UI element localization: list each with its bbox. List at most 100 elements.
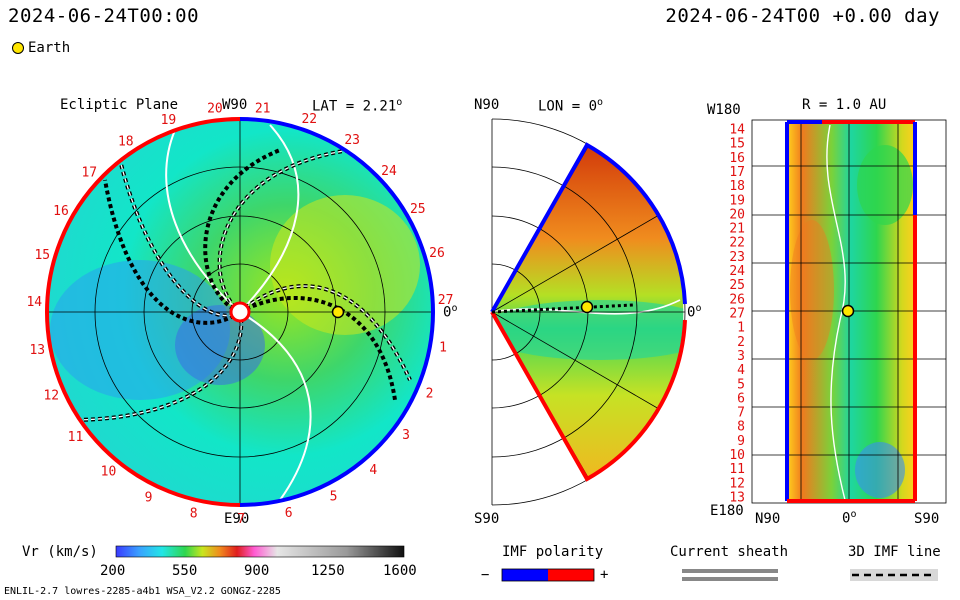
radial-row-label: 23 — [729, 250, 745, 265]
carrington-label: 5 — [330, 490, 338, 505]
colorbar — [115, 545, 405, 558]
carrington-label: 23 — [344, 133, 360, 148]
earth-marker — [331, 305, 345, 319]
carrington-label: 26 — [429, 246, 445, 261]
carrington-label: 13 — [29, 343, 45, 358]
meridional-top-left: N90 — [474, 97, 500, 113]
radial-row-label: 1 — [737, 321, 745, 336]
ecliptic-panel — [45, 117, 435, 507]
imf-polarity-title: IMF polarity — [502, 544, 604, 560]
meridional-polarity-positive — [490, 311, 687, 482]
radial-row-label: 27 — [729, 307, 745, 322]
ecliptic-bottom-label: E90 — [224, 511, 250, 527]
earth-marker-icon — [12, 42, 24, 54]
radial-row-label: 3 — [737, 349, 745, 364]
slow-wind-core — [175, 305, 265, 385]
radial-row-label: 9 — [737, 434, 745, 449]
colorbar-tick-1250: 1250 — [311, 563, 345, 579]
current-sheath-swatch — [682, 569, 778, 573]
imf-polarity-positive-swatch — [548, 569, 594, 581]
radial-row-label: 2 — [737, 335, 745, 350]
carrington-label: 20 — [207, 102, 223, 117]
radial-row-label: 11 — [729, 462, 745, 477]
earth-legend-label: Earth — [28, 40, 71, 56]
carrington-label: 24 — [381, 164, 397, 179]
radial-row-label: 14 — [729, 123, 745, 138]
ecliptic-top-label: W90 — [222, 97, 248, 113]
current-sheath-line — [239, 124, 300, 313]
imf-line-title: 3D IMF line — [848, 544, 941, 560]
current-sheath-title: Current sheath — [670, 544, 789, 560]
radial-row-label: 8 — [737, 420, 745, 435]
radial-bottom-left: E180 — [710, 503, 744, 519]
polarity-border-positive — [45, 117, 241, 507]
carrington-label: 19 — [161, 113, 177, 128]
current-sheath-swatch — [682, 577, 778, 581]
ecliptic-title: Ecliptic Plane — [60, 97, 179, 113]
meridional-lon-label: LON = 0o — [538, 97, 604, 115]
radial-row-label: 25 — [729, 278, 745, 293]
carrington-label: 16 — [53, 204, 69, 219]
radial-row-label: 19 — [729, 193, 745, 208]
carrington-label: 25 — [410, 202, 426, 217]
radial-row-label: 17 — [729, 165, 745, 180]
ecliptic-lat-label: LAT = 2.21o — [312, 97, 403, 115]
radial-row-label: 12 — [729, 476, 745, 491]
ecliptic-right-label: 0o — [443, 303, 458, 321]
carrington-label: 6 — [285, 506, 293, 521]
carrington-label: 4 — [369, 463, 377, 478]
current-sheath-line — [826, 124, 846, 501]
carrington-label: 14 — [26, 295, 42, 310]
carrington-label: 10 — [101, 465, 117, 480]
radial-row-label: 18 — [729, 179, 745, 194]
earth-marker — [580, 300, 594, 314]
sun-marker — [229, 301, 251, 323]
carrington-label: 7 — [237, 512, 245, 527]
carrington-label: 27 — [438, 293, 454, 308]
colorbar-tick-550: 550 — [172, 563, 198, 579]
radial-row-label: 20 — [729, 207, 745, 222]
radial-row-label: 24 — [729, 264, 745, 279]
colorbar-tick-900: 900 — [244, 563, 270, 579]
imf-field-lines-highlight — [69, 149, 411, 421]
radial-row-label: 26 — [729, 292, 745, 307]
carrington-label: 3 — [402, 428, 410, 443]
imf-polarity-plus: + — [600, 567, 609, 583]
radial-row-label: 7 — [737, 406, 745, 421]
radial-row-label: 4 — [737, 363, 745, 378]
datetime-left: 2024-06-24T00:00 — [8, 5, 200, 27]
colorbar-label: Vr (km/s) — [22, 544, 98, 560]
current-sheath-line — [239, 311, 312, 501]
carrington-label: 9 — [145, 491, 153, 506]
radial-top-left: W180 — [707, 102, 741, 118]
datetime-right: 2024-06-24T00 +0.00 day — [665, 5, 940, 27]
radial-x-mid: 0o — [842, 509, 857, 527]
radial-row-label: 22 — [729, 236, 745, 251]
polarity-border-negative — [239, 117, 435, 507]
radial-panel — [751, 119, 947, 504]
radial-region — [855, 442, 905, 498]
carrington-label: 12 — [43, 389, 59, 404]
radial-x-left: N90 — [755, 511, 781, 527]
carrington-labels: 20 21222324252627123456789101112131415161… — [26, 101, 453, 527]
carrington-label: 1 — [439, 341, 447, 356]
fast-wind-region — [270, 195, 420, 335]
radial-row-label: 21 — [729, 222, 745, 237]
imf-polarity-minus: − — [481, 567, 490, 583]
meridional-polarity-negative — [490, 142, 687, 313]
carrington-label: 15 — [34, 248, 50, 263]
colorbar-tick-1600: 1600 — [383, 563, 417, 579]
earth-legend: Earth — [12, 40, 70, 56]
earth-marker — [841, 304, 855, 318]
carrington-label: 22 — [301, 112, 317, 127]
meridional-panel — [490, 118, 687, 506]
radial-row-label: 10 — [729, 448, 745, 463]
radial-row-labels: 1415161718192021222324252627123456789101… — [729, 123, 745, 506]
radial-row-label: 13 — [729, 491, 745, 506]
radial-region — [857, 145, 913, 225]
radial-row-label: 5 — [737, 377, 745, 392]
meridional-bottom-left: S90 — [474, 511, 500, 527]
radial-x-right: S90 — [914, 511, 940, 527]
imf-polarity-swatch-border — [501, 568, 595, 582]
